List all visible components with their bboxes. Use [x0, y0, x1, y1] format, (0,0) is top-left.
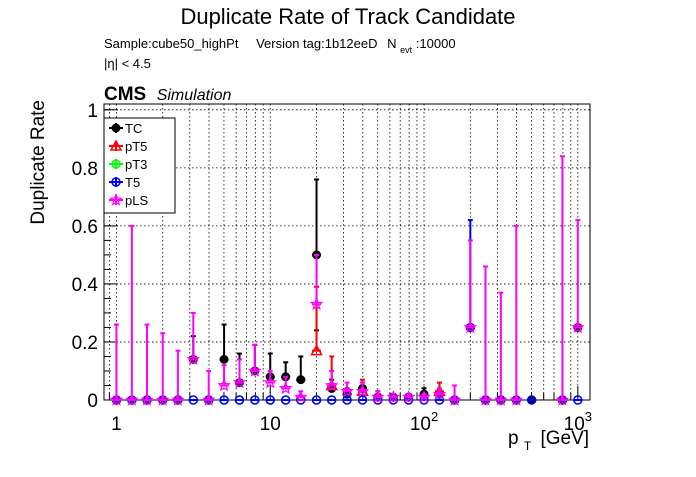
y-tick-label: 0.4: [72, 275, 99, 296]
data-point: [219, 395, 229, 405]
data-point: [463, 320, 478, 334]
data-point: [155, 392, 170, 406]
data-point: [250, 395, 260, 405]
data-point: [493, 392, 508, 406]
data-point: [357, 395, 368, 405]
legend-item-pt5: pT5: [109, 139, 147, 154]
x-tick-label-exponent: 2: [431, 409, 438, 424]
data-point: [248, 363, 262, 377]
y-tick-label: 0: [87, 391, 98, 412]
data-point: [278, 381, 293, 395]
legend-item-t5: T5: [109, 175, 140, 190]
nevt-value: :10000: [416, 36, 456, 51]
data-point: [432, 387, 447, 400]
sample-label: Sample:cube50_highPt: [104, 36, 239, 51]
data-point: [342, 395, 352, 405]
grid-lines: [104, 104, 590, 400]
y-tick-label: 1: [87, 101, 98, 122]
data-point: [109, 392, 124, 406]
data-point: [324, 378, 339, 392]
x-tick-label-base: 1: [111, 414, 122, 435]
data-point: [188, 395, 199, 405]
data-point: [340, 384, 354, 397]
x-tick-label-base: 10: [564, 414, 585, 435]
data-point: [265, 395, 275, 405]
legend-marker: [111, 123, 121, 133]
data-point: [296, 375, 306, 385]
x-tick-label-base: 10: [410, 414, 431, 435]
x-tick-label-base: 10: [260, 414, 281, 435]
y-axis-label: Duplicate Rate: [28, 100, 49, 225]
legend-marker: [111, 159, 121, 169]
data-point: [217, 378, 231, 392]
data-point: [526, 395, 537, 405]
x-tick-label: 103: [564, 409, 592, 435]
nevt-subscript: evt: [400, 45, 413, 55]
data-point: [555, 392, 570, 406]
data-point: [140, 392, 154, 406]
data-point: [447, 392, 462, 406]
data-point: [186, 352, 201, 366]
data-point: [417, 389, 431, 403]
legend-item-pt3: pT3: [109, 157, 147, 172]
series-pls: [109, 155, 585, 406]
x-axis-label-unit: [GeV]: [540, 428, 589, 449]
legend-item-tc: TC: [109, 121, 142, 136]
legend-marker: [111, 177, 121, 187]
data-point: [478, 392, 493, 406]
data-point: [232, 375, 247, 389]
chart-title: Duplicate Rate of Track Candidate: [180, 4, 515, 29]
x-tick-label-exponent: 3: [585, 409, 592, 424]
legend-label: T5: [125, 175, 140, 190]
data-point: [294, 389, 308, 403]
data-point: [573, 395, 583, 405]
x-tick-label: 10: [260, 414, 281, 435]
legend-item-pls: pLS: [109, 192, 148, 208]
data-point: [370, 389, 385, 403]
axis-ticks: 00.20.40.60.811 10 102 103: [72, 101, 592, 435]
x-axis-label: p T [GeV]: [508, 428, 589, 455]
legend-label: TC: [125, 121, 142, 136]
y-tick-label: 0.6: [72, 217, 98, 238]
legend-marker: [109, 139, 123, 151]
data-point: [571, 320, 585, 334]
cms-simulation-text: Simulation: [157, 87, 232, 104]
data-point: [309, 297, 324, 311]
chart-subtitle: Sample:cube50_highPt Version tag:1b12eeD…: [104, 36, 456, 56]
data-point: [311, 395, 322, 405]
y-tick-label: 0.2: [72, 333, 98, 354]
data-point: [234, 395, 245, 405]
legend-label: pT5: [125, 139, 147, 154]
data-point: [263, 375, 278, 389]
version-label: Version tag:1b12eeD: [256, 36, 377, 51]
data-point: [219, 354, 229, 364]
data-point: [201, 392, 216, 406]
data-point: [509, 392, 524, 406]
y-tick-label: 0.8: [72, 159, 98, 180]
legend-label: pLS: [125, 193, 148, 208]
data-point: [401, 389, 416, 403]
x-axis-label-sub: T: [524, 439, 532, 453]
nevt-label: N: [387, 36, 396, 51]
eta-cut-label: |η| < 4.5: [104, 56, 151, 71]
data-point: [280, 395, 291, 405]
data-point: [386, 389, 401, 403]
legend-label: pT3: [125, 157, 147, 172]
x-tick-label: 102: [410, 409, 438, 435]
data-point: [125, 392, 139, 406]
cms-text: CMS: [104, 84, 146, 105]
cms-label: CMS Simulation: [104, 84, 231, 105]
data-point: [171, 392, 185, 406]
data-point: [326, 395, 337, 405]
data-point: [355, 384, 370, 397]
x-axis-label-p: p: [508, 428, 519, 449]
x-tick-label: 1: [111, 414, 122, 435]
legend: TC pT5 pT3 T5 pLS: [103, 117, 176, 214]
legend-marker: [109, 192, 123, 206]
data-point: [310, 344, 323, 356]
data-marks: [109, 155, 585, 406]
